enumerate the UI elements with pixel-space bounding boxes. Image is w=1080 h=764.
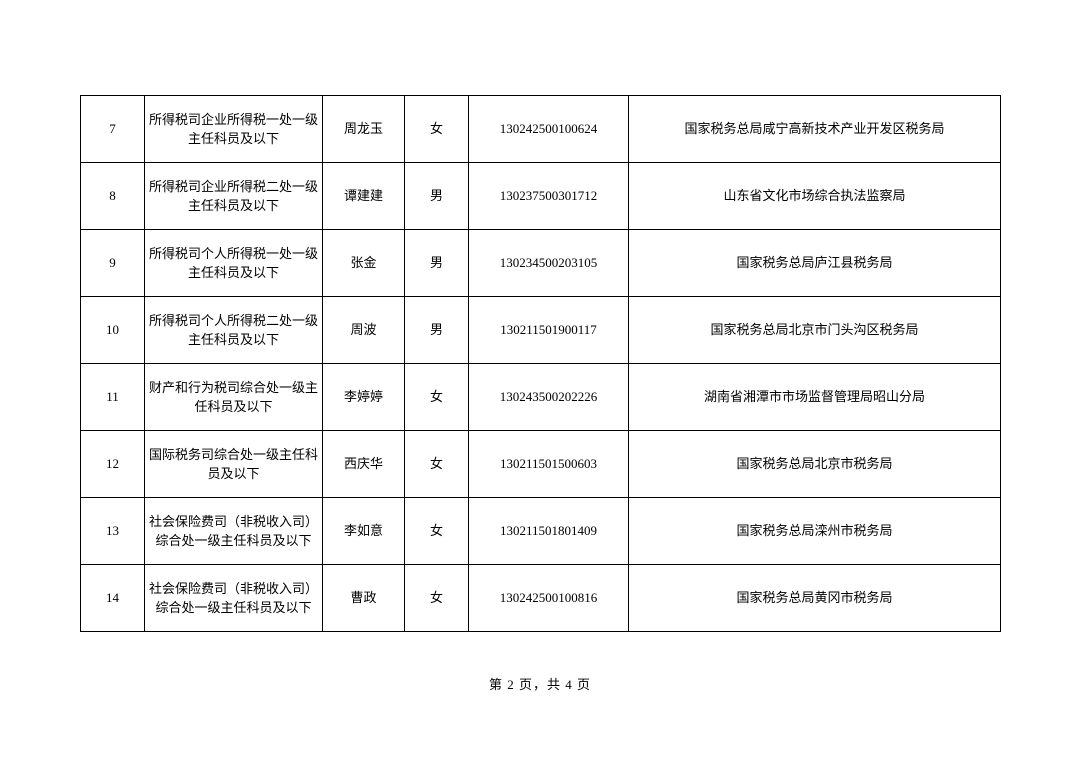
cell-id: 130242500100624 — [469, 96, 629, 163]
cell-position: 国际税务司综合处一级主任科员及以下 — [145, 431, 323, 498]
cell-org: 国家税务总局滦州市税务局 — [629, 498, 1001, 565]
cell-index: 14 — [81, 565, 145, 632]
table-row: 9 所得税司个人所得税一处一级主任科员及以下 张金 男 130234500203… — [81, 230, 1001, 297]
cell-name: 周龙玉 — [323, 96, 405, 163]
cell-position: 所得税司企业所得税二处一级主任科员及以下 — [145, 163, 323, 230]
cell-name: 张金 — [323, 230, 405, 297]
table-row: 11 财产和行为税司综合处一级主任科员及以下 李婷婷 女 13024350020… — [81, 364, 1001, 431]
data-table: 7 所得税司企业所得税一处一级主任科员及以下 周龙玉 女 13024250010… — [80, 95, 1001, 632]
cell-org: 山东省文化市场综合执法监察局 — [629, 163, 1001, 230]
cell-position: 社会保险费司（非税收入司）综合处一级主任科员及以下 — [145, 498, 323, 565]
cell-id: 130243500202226 — [469, 364, 629, 431]
cell-gender: 男 — [405, 163, 469, 230]
table-row: 10 所得税司个人所得税二处一级主任科员及以下 周波 男 13021150190… — [81, 297, 1001, 364]
data-table-container: 7 所得税司企业所得税一处一级主任科员及以下 周龙玉 女 13024250010… — [80, 95, 1000, 632]
cell-gender: 女 — [405, 96, 469, 163]
cell-gender: 男 — [405, 297, 469, 364]
cell-index: 9 — [81, 230, 145, 297]
cell-position: 社会保险费司（非税收入司）综合处一级主任科员及以下 — [145, 565, 323, 632]
cell-name: 李如意 — [323, 498, 405, 565]
cell-id: 130211501801409 — [469, 498, 629, 565]
cell-org: 国家税务总局咸宁高新技术产业开发区税务局 — [629, 96, 1001, 163]
table-row: 12 国际税务司综合处一级主任科员及以下 西庆华 女 1302115015006… — [81, 431, 1001, 498]
cell-id: 130211501900117 — [469, 297, 629, 364]
cell-gender: 女 — [405, 364, 469, 431]
cell-index: 13 — [81, 498, 145, 565]
cell-name: 谭建建 — [323, 163, 405, 230]
cell-org: 国家税务总局黄冈市税务局 — [629, 565, 1001, 632]
cell-id: 130211501500603 — [469, 431, 629, 498]
cell-org: 国家税务总局北京市税务局 — [629, 431, 1001, 498]
cell-id: 130237500301712 — [469, 163, 629, 230]
table-row: 8 所得税司企业所得税二处一级主任科员及以下 谭建建 男 13023750030… — [81, 163, 1001, 230]
cell-gender: 女 — [405, 565, 469, 632]
cell-name: 西庆华 — [323, 431, 405, 498]
cell-name: 曹政 — [323, 565, 405, 632]
cell-org: 湖南省湘潭市市场监督管理局昭山分局 — [629, 364, 1001, 431]
cell-gender: 女 — [405, 498, 469, 565]
cell-position: 所得税司企业所得税一处一级主任科员及以下 — [145, 96, 323, 163]
page-footer: 第 2 页，共 4 页 — [489, 674, 591, 693]
cell-gender: 女 — [405, 431, 469, 498]
cell-position: 财产和行为税司综合处一级主任科员及以下 — [145, 364, 323, 431]
cell-name: 李婷婷 — [323, 364, 405, 431]
table-row: 7 所得税司企业所得税一处一级主任科员及以下 周龙玉 女 13024250010… — [81, 96, 1001, 163]
cell-id: 130234500203105 — [469, 230, 629, 297]
table-body: 7 所得税司企业所得税一处一级主任科员及以下 周龙玉 女 13024250010… — [81, 96, 1001, 632]
cell-org: 国家税务总局北京市门头沟区税务局 — [629, 297, 1001, 364]
cell-index: 8 — [81, 163, 145, 230]
cell-id: 130242500100816 — [469, 565, 629, 632]
table-row: 14 社会保险费司（非税收入司）综合处一级主任科员及以下 曹政 女 130242… — [81, 565, 1001, 632]
cell-gender: 男 — [405, 230, 469, 297]
cell-name: 周波 — [323, 297, 405, 364]
cell-position: 所得税司个人所得税一处一级主任科员及以下 — [145, 230, 323, 297]
table-row: 13 社会保险费司（非税收入司）综合处一级主任科员及以下 李如意 女 13021… — [81, 498, 1001, 565]
cell-index: 7 — [81, 96, 145, 163]
cell-index: 11 — [81, 364, 145, 431]
cell-index: 12 — [81, 431, 145, 498]
cell-position: 所得税司个人所得税二处一级主任科员及以下 — [145, 297, 323, 364]
cell-index: 10 — [81, 297, 145, 364]
cell-org: 国家税务总局庐江县税务局 — [629, 230, 1001, 297]
